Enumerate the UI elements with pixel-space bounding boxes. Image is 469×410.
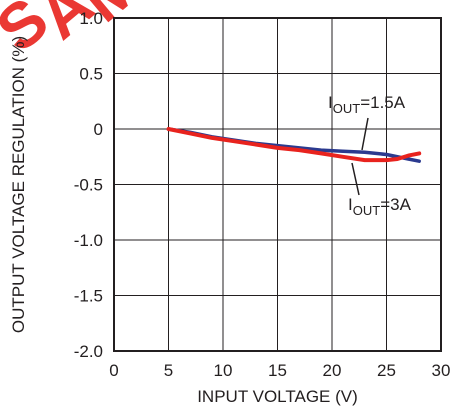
- annotation-iout-1-5a-sub: OUT: [333, 101, 361, 116]
- annotation-iout-3a: IOUT=3A: [348, 162, 412, 218]
- annotation-iout-3a-rest: =3A: [380, 195, 411, 214]
- x-axis-title: INPUT VOLTAGE (V): [197, 387, 358, 406]
- y-tick-label: -0.5: [74, 176, 103, 195]
- series-line-0: [166, 127, 421, 163]
- y-tick-label: -2.0: [74, 342, 103, 361]
- x-tick-label: 20: [323, 361, 342, 380]
- y-tick-labels: 1.0 0.5 0 -0.5 -1.0 -1.5 -2.0: [74, 9, 103, 361]
- y-tick-label: 0: [94, 120, 103, 139]
- annotation-iout-1-5a-rest: =1.5A: [360, 93, 406, 112]
- annotation-iout-3a-sub: OUT: [353, 203, 381, 218]
- grid: [114, 18, 441, 351]
- svg-text:IOUT=1.5A: IOUT=1.5A: [328, 93, 406, 116]
- y-tick-label: 1.0: [79, 9, 103, 28]
- y-tick-label: -1.0: [74, 231, 103, 250]
- x-tick-label: 30: [432, 361, 451, 380]
- x-tick-label: 10: [214, 361, 233, 380]
- x-tick-label: 15: [268, 361, 287, 380]
- x-tick-label: 5: [164, 361, 173, 380]
- annotation-iout-1-5a: IOUT=1.5A: [328, 93, 406, 151]
- x-tick-label: 0: [109, 361, 118, 380]
- series-layer: [166, 127, 422, 163]
- annotation-iout-1-5a-leader: [361, 117, 369, 151]
- y-tick-label: 0.5: [79, 65, 103, 84]
- y-tick-label: -1.5: [74, 287, 103, 306]
- annotation-iout-3a-leader: [351, 162, 360, 196]
- annotation-iout-1-5a-main: I: [328, 93, 333, 112]
- y-axis-title: OUTPUT VOLTAGE REGULATION (%): [9, 36, 28, 333]
- x-tick-label: 25: [377, 361, 396, 380]
- x-tick-labels: 0 5 10 15 20 25 30: [109, 361, 450, 380]
- svg-text:IOUT=3A: IOUT=3A: [348, 195, 412, 218]
- series-line-1: [166, 127, 422, 163]
- plot-frame: [113, 17, 442, 352]
- annotation-iout-3a-main: I: [348, 195, 353, 214]
